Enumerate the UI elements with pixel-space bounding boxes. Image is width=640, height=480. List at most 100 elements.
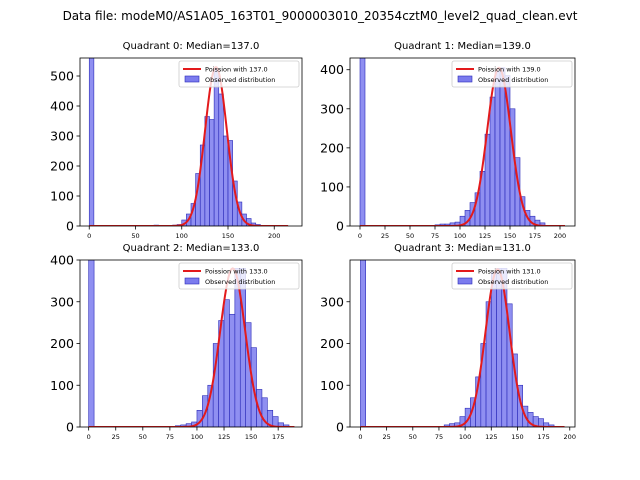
x-tick-label: 175 [272,433,284,441]
histogram-bar [359,58,366,226]
y-tick-label: 300 [50,129,74,144]
histogram-bar [272,416,279,427]
x-tick-label: 200 [564,433,576,441]
axes-frame [349,57,576,227]
legend-box [451,262,573,290]
histogram-bar [283,424,290,427]
legend-bar-swatch [184,75,200,83]
histogram-bars [360,260,555,427]
x-tick-label: 100 [459,433,471,441]
poisson-fit-line [89,65,289,226]
histogram-bar [490,272,497,427]
y-tick-label: 400 [50,253,74,268]
x-tick-label: 25 [382,433,390,441]
histogram-bar [360,260,366,427]
histogram-bar [539,222,546,226]
poisson-fit-line [88,267,295,427]
x-tick-label: 150 [222,232,234,240]
y-tick-label: 200 [320,140,344,155]
quadrant-3-title: Quadrant 3: Median=131.0 [394,243,531,254]
legend: Poission with 133.0 Observed distribution [178,262,300,290]
poisson-fit-line [360,66,565,226]
poisson-fit-line [360,268,565,427]
legend-observed-label: Observed distribution [478,278,548,286]
x-tick-label: 25 [112,433,120,441]
quadrant-3-chart: Quadrant 3: Median=131.0 0 25 50 75 100 125 150… [320,243,576,441]
histogram-bar [499,67,506,226]
y-tick-label: 0 [66,420,74,435]
x-tick-label: 150 [504,232,516,240]
quadrant-1-chart: Quadrant 1: Median=139.0 0 25 50 75 100 125 150… [320,41,576,240]
x-tick-label: 175 [529,232,541,240]
quadrant-0-chart: Quadrant 0: Median=137.0 0 50 100 150 200 0 100… [50,41,303,240]
legend: Poission with 131.0 Observed distribution [451,262,573,290]
x-tick-label: 150 [245,433,257,441]
histogram-bar [88,260,95,427]
x-tick-label: 75 [435,433,443,441]
legend-fit-label: Poission with 131.0 [478,268,541,276]
y-tick-label: 0 [336,420,344,435]
quadrant-2-chart: Quadrant 2: Median=133.0 0 25 50 75 100 125 150… [50,243,303,441]
histogram-bar [213,68,220,226]
quadrant-0-title: Quadrant 0: Median=137.0 [123,41,260,52]
y-tick-label: 100 [320,179,344,194]
y-tick-label: 200 [50,336,74,351]
legend-fit-label: Poission with 133.0 [205,268,268,276]
x-tick-label: 100 [176,232,188,240]
legend-observed-label: Observed distribution [205,278,275,286]
y-tick-label: 0 [336,219,344,234]
y-tick-label: 300 [320,101,344,116]
y-tick-label: 100 [50,189,74,204]
x-tick-label: 175 [537,433,549,441]
legend-fit-label: Poission with 139.0 [478,66,541,74]
x-tick-label: 25 [381,232,389,240]
axes-frame [79,57,303,227]
y-tick-label: 200 [50,159,74,174]
x-tick-label: 0 [87,433,91,441]
histogram-bar [209,119,215,226]
legend-box [178,60,300,88]
x-tick-label: 0 [87,232,91,240]
x-tick-label: 100 [191,433,203,441]
legend-bar-swatch [457,277,473,285]
x-tick-label: 50 [409,433,417,441]
histogram-bar [218,93,224,226]
y-tick-label: 100 [50,378,74,393]
legend-box [451,60,573,88]
histogram-bar [548,424,555,427]
x-tick-label: 125 [218,433,230,441]
histogram-bar [223,135,229,226]
x-tick-label: 100 [454,232,466,240]
histogram-bar [223,299,230,427]
legend-observed-label: Observed distribution [205,76,275,84]
x-tick-label: 0 [358,232,362,240]
legend-fit-label: Poission with 137.0 [205,66,268,74]
histogram-bar [489,96,496,226]
figure-title: Data file: modeM0/AS1A05_163T01_90000030… [63,9,578,23]
panels: Quadrant 0: Median=137.0 0 50 100 150 200 0 100… [50,41,576,441]
y-tick-label: 400 [320,62,344,77]
y-tick-label: 400 [50,99,74,114]
x-tick-label: 0 [358,433,362,441]
legend-bar-swatch [184,277,200,285]
legend-bar-swatch [457,75,473,83]
y-tick-label: 500 [50,69,74,84]
histogram-bar [496,268,503,427]
quadrant-2-title: Quadrant 2: Median=133.0 [123,243,260,254]
x-tick-label: 50 [406,232,414,240]
legend-observed-label: Observed distribution [478,76,548,84]
quadrant-1-title: Quadrant 1: Median=139.0 [394,41,531,52]
legend-box [178,262,300,290]
y-tick-label: 300 [320,294,344,309]
x-tick-label: 75 [431,232,439,240]
x-tick-label: 50 [139,433,147,441]
y-tick-label: 100 [320,378,344,393]
histogram-bar [88,58,95,226]
x-tick-label: 75 [166,433,174,441]
legend: Poission with 139.0 Observed distribution [451,60,573,88]
x-tick-label: 200 [554,232,566,240]
histogram-bars [88,260,290,427]
x-tick-label: 50 [131,232,139,240]
x-tick-label: 200 [268,232,280,240]
